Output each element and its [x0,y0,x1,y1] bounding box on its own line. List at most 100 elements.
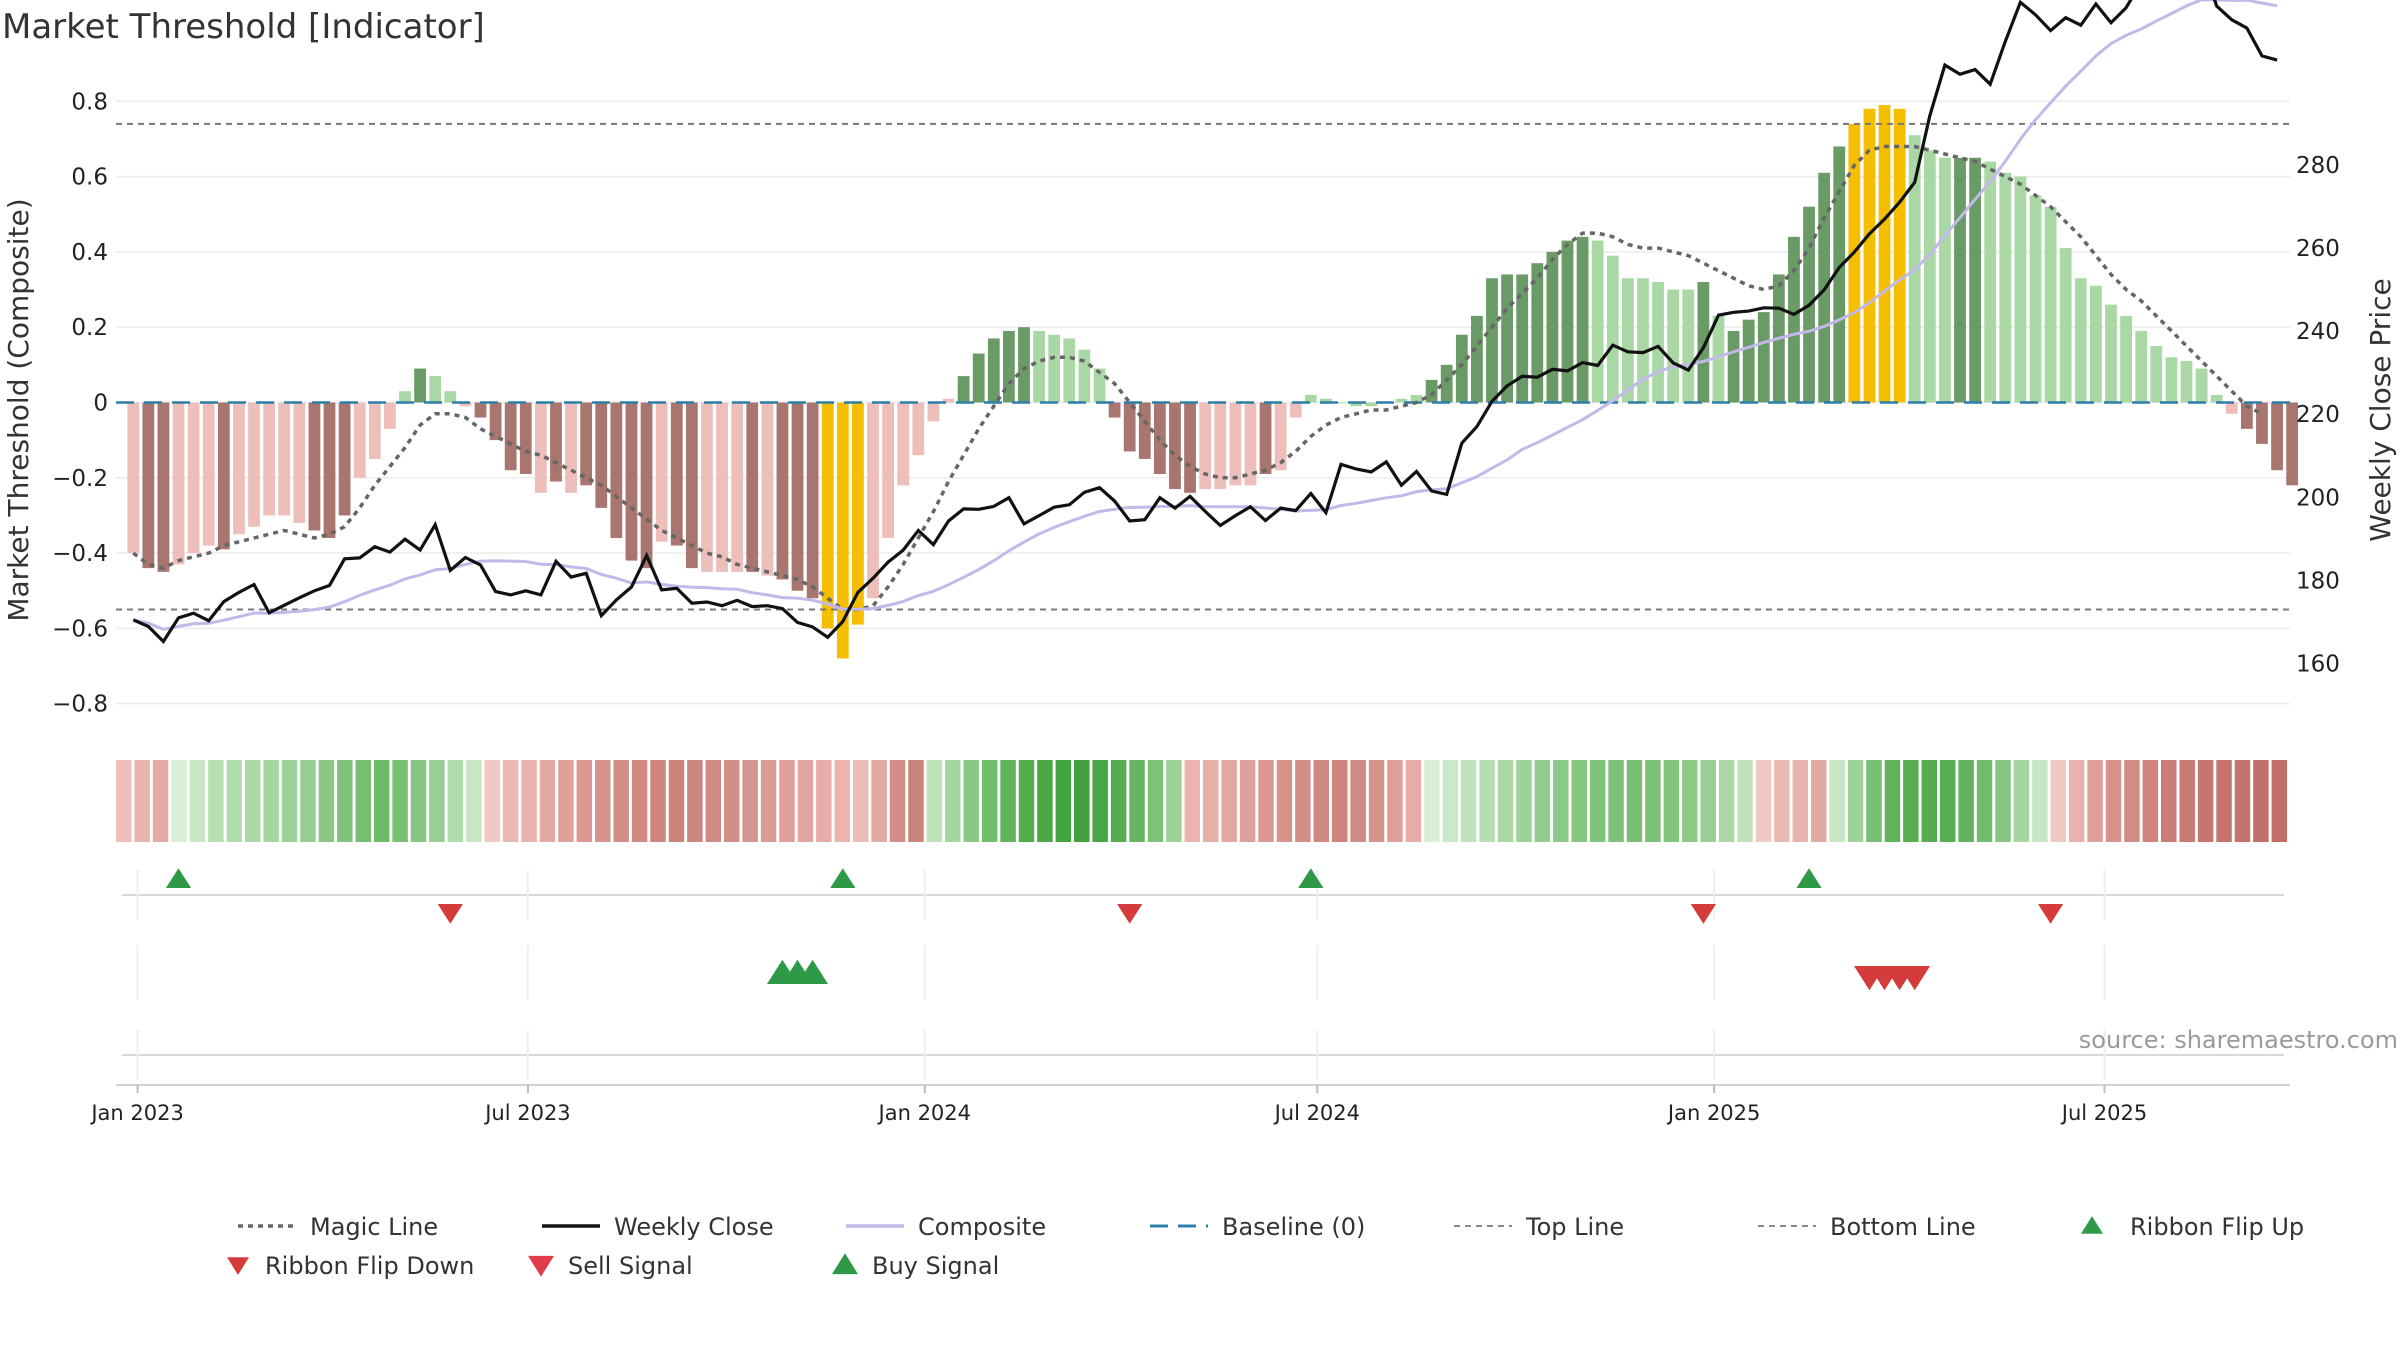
composite-bar [278,402,291,516]
legend-swatch [2081,1216,2103,1234]
ribbon-cell [2234,760,2251,842]
composite-bar [263,402,276,516]
ribbon-cell [263,760,279,842]
ribbon-cell [779,760,795,842]
x-tick-label: Jul 2023 [483,1101,570,1125]
composite-bar [882,402,895,538]
ribbon-cell [1553,760,1569,842]
ribbon-flip-up-marker [830,868,856,888]
y2-tick-label: 160 [2296,652,2340,678]
composite-bar [1546,251,1559,403]
composite-bar [127,402,140,554]
legend-item: Magic Line [238,1213,438,1241]
ribbon-cell [2124,760,2140,842]
ribbon-cell [1405,760,1422,842]
composite-bar [459,402,472,407]
composite-bar [2150,346,2163,403]
composite-bar [640,402,653,569]
x-tick-label: Jan 2023 [89,1101,184,1125]
composite-bar [2120,315,2132,403]
composite-bar [248,402,260,527]
ribbon-cell [631,760,648,842]
ribbon-cell [1074,760,1090,842]
composite-bar [2105,304,2117,403]
composite-line [132,0,2278,631]
composite-bar [1440,364,1453,403]
ribbon-cell [1313,760,1330,842]
composite-bar [2180,361,2193,403]
ribbon-cell [1995,760,2011,842]
ribbon-cell [429,760,445,842]
composite-bar [2240,402,2253,429]
legend-label: Ribbon Flip Up [2130,1213,2304,1241]
legend-swatch [528,1255,554,1277]
composite-bar [414,368,426,403]
composite-bar [655,402,668,542]
ribbon-flip-up-marker [1298,868,1324,888]
ribbon-cell [2032,760,2048,842]
composite-bar [610,402,623,538]
composite-bar [202,402,215,546]
composite-bar [1576,236,1589,403]
composite-bar [2074,278,2087,403]
composite-bar [1984,161,1997,403]
legend-label: Bottom Line [1830,1213,1976,1241]
ribbon-cell [1718,760,1735,842]
ribbon-cell [1350,760,1366,842]
legend-item: Ribbon Flip Up [2081,1213,2304,1241]
composite-bar [1169,402,1181,490]
ribbon-cell [742,760,758,842]
ribbon-cell [1221,760,1237,842]
ribbon-cell [981,760,998,842]
ribbon-cell [2142,760,2159,842]
composite-bar [384,402,396,429]
composite-bar [353,402,366,478]
legend-item: Ribbon Flip Down [227,1252,474,1280]
ribbon-flip-down-marker [1690,904,1716,924]
composite-bar [1274,402,1287,471]
ribbon-cell [1239,760,1256,842]
composite-bar [308,402,321,531]
composite-bar [1289,402,1302,418]
composite-bar [957,376,970,403]
composite-bar [2256,402,2268,444]
composite-bar [323,402,336,538]
composite-bar [1425,379,1438,403]
ribbon-cell [2013,760,2030,842]
composite-bar [368,402,381,459]
composite-bar [1184,402,1196,493]
ribbon-cell [1884,760,1901,842]
ribbon-cell [2161,760,2177,842]
composite-bar [1320,398,1332,403]
ribbon-cell [723,760,740,842]
ribbon-cell [852,760,869,842]
composite-bar [821,402,834,629]
ribbon-cell [1424,760,1440,842]
ribbon-cell [134,760,150,842]
ribbon-cell [1626,760,1643,842]
ribbon-strip [116,760,2288,842]
composite-bar [625,402,638,561]
ribbon-cell [963,760,979,842]
composite-bar [2271,402,2283,471]
composite-bar [595,402,608,508]
ribbon-cell [1534,760,1551,842]
ribbon-cell [1958,760,1974,842]
composite-bar [2044,206,2057,403]
legend-swatch [832,1253,858,1275]
ribbon-cell [1479,760,1495,842]
legend-item: Buy Signal [832,1252,999,1280]
composite-bar [2014,176,2027,403]
composite-bar [580,402,593,486]
ribbon-cell [1037,760,1053,842]
ribbon-cell [447,760,464,842]
legend-label: Top Line [1525,1213,1624,1241]
composite-bar [1123,402,1136,452]
composite-bar [927,402,940,422]
ribbon-cell [926,760,943,842]
legend-swatch [227,1257,249,1275]
ribbon-cell [355,760,371,842]
ribbon-cell [318,760,335,842]
composite-bar [1848,123,1861,403]
y-axis-label: Market Threshold (Composite) [2,198,35,621]
